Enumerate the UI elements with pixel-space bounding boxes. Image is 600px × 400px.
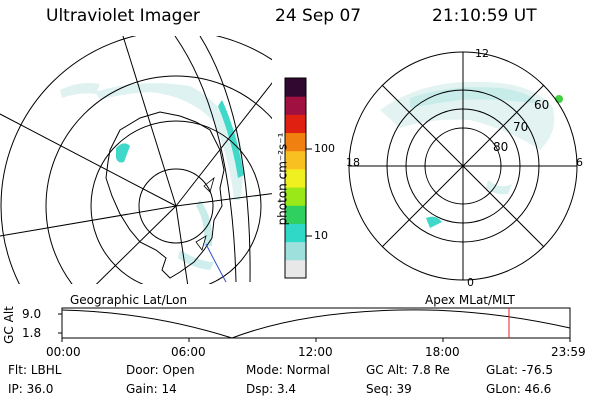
colorbar-segment — [285, 187, 306, 206]
colorbar-segment — [285, 168, 306, 188]
colorbar-segment — [285, 205, 306, 224]
instrument-title: Ultraviolet Imager — [46, 6, 200, 26]
altitude-ytick-min: 1.8 — [22, 326, 42, 340]
apex-map — [348, 51, 578, 281]
status-gcalt: GC Alt: 7.8 Re — [366, 363, 450, 377]
status-mode: Mode: Normal — [246, 363, 330, 377]
geographic-map — [0, 36, 272, 284]
xtick-0000: 00:00 — [46, 345, 81, 359]
mlat-label-70: 70 — [513, 120, 529, 134]
mlt-label-0: 0 — [467, 276, 474, 289]
status-gain: Gain: 14 — [126, 382, 177, 396]
date-label: 24 Sep 07 — [275, 6, 362, 26]
status-ip: IP: 36.0 — [8, 382, 54, 396]
colorbar-segment — [285, 114, 306, 134]
altitude-ylabel: GC Alt — [1, 306, 16, 344]
colorbar-segment — [285, 241, 306, 261]
mlt-label-12: 12 — [475, 47, 489, 60]
altitude-curve — [61, 309, 571, 339]
colorbar-segment — [285, 132, 306, 152]
xtick-0600: 06:00 — [171, 345, 206, 359]
geo-map-label: Geographic Lat/Lon — [70, 293, 188, 307]
mlat-label-60: 60 — [534, 98, 550, 112]
status-glon: GLon: 46.6 — [486, 382, 552, 396]
colorbar-tick-10: 10 — [314, 229, 328, 242]
status-dsp: Dsp: 3.4 — [246, 382, 297, 396]
mlat-label-80: 80 — [493, 140, 509, 154]
colorbar-frame — [284, 77, 312, 279]
xtick-1800: 18:00 — [425, 345, 460, 359]
status-door: Door: Open — [126, 363, 195, 377]
colorbar-segment — [285, 96, 306, 115]
status-seq: Seq: 39 — [366, 382, 412, 396]
xtick-1200: 12:00 — [298, 345, 333, 359]
x-ticks — [61, 338, 571, 342]
mlt-label-6: 6 — [576, 156, 583, 169]
colorbar-segment — [285, 259, 306, 279]
time-label: 21:10:59 UT — [432, 6, 537, 26]
colorbar-segment — [285, 150, 306, 170]
apex-map-label: Apex MLat/MLT — [425, 293, 515, 307]
antarctica-outline — [105, 111, 225, 279]
altitude-ytick-max: 9.0 — [22, 307, 42, 321]
xtick-2359: 23:59 — [551, 345, 586, 359]
colorbar-tick-100: 100 — [314, 142, 335, 155]
apex-green-dot — [555, 95, 563, 103]
colorbar-segment — [285, 78, 306, 97]
colorbar — [285, 78, 306, 279]
status-flt: Flt: LBHL — [8, 363, 62, 377]
colorbar-unit-label: photon cm⁻²s⁻¹ — [275, 132, 290, 226]
status-glat: GLat: -76.5 — [486, 363, 553, 377]
altitude-plot — [58, 307, 571, 342]
colorbar-segment — [285, 223, 306, 243]
mlt-label-18: 18 — [346, 156, 360, 169]
